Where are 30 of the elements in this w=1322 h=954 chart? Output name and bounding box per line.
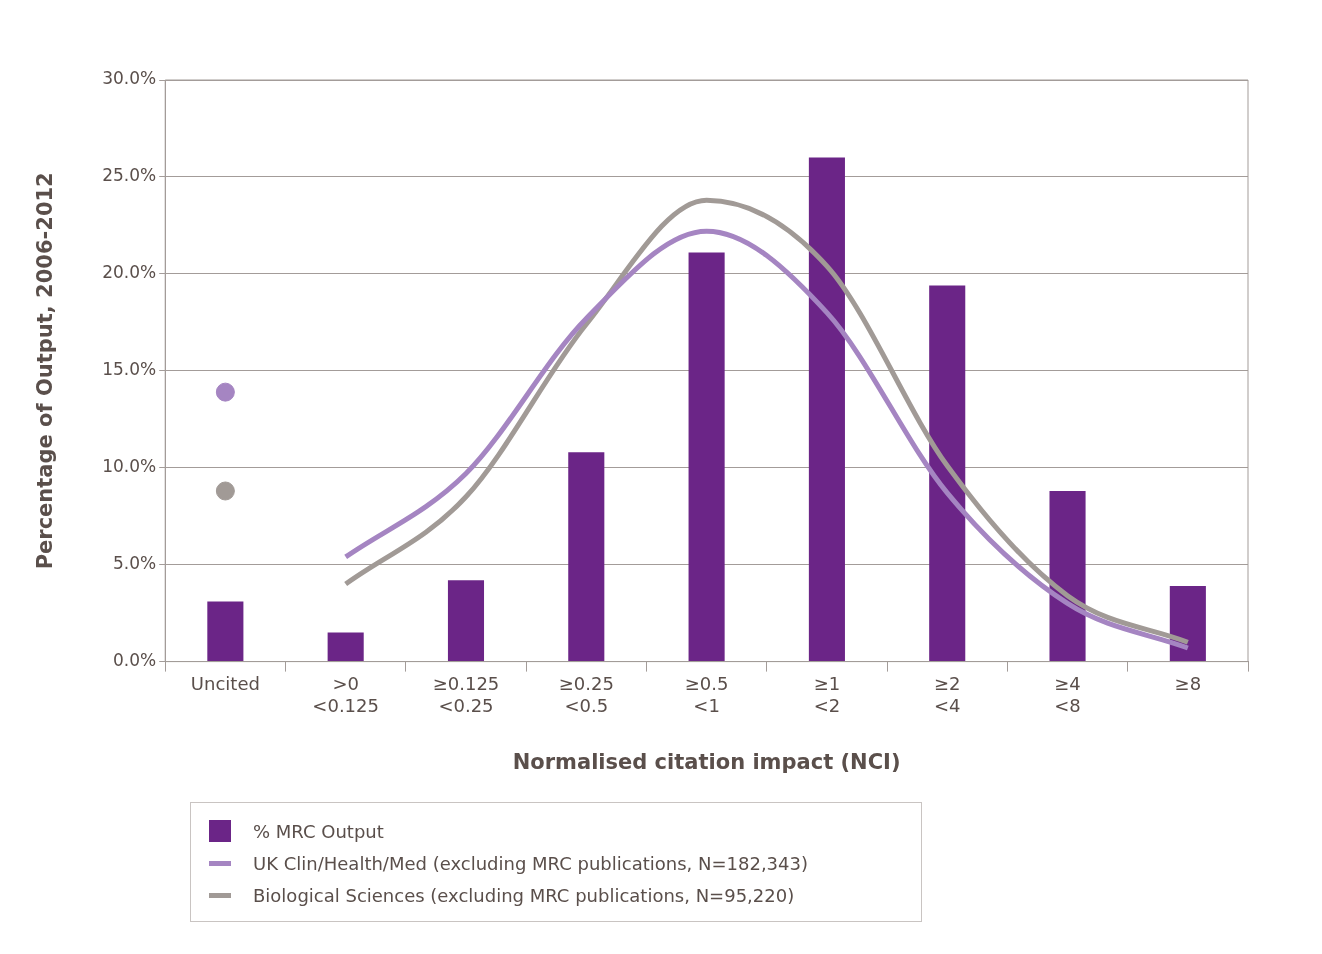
y-tick-label: 25.0% — [102, 165, 157, 186]
legend-label: % MRC Output — [253, 820, 384, 842]
legend-label: Biological Sciences (excluding MRC publications, N=95,220) — [253, 884, 795, 906]
x-tick-label: ≥1 <2 — [813, 673, 841, 716]
x-axis-title: Normalised citation impact (NCI) — [512, 749, 901, 774]
y-tick-label: 0.0% — [113, 650, 157, 671]
x-tick-label: ≥0.125 <0.25 — [432, 673, 500, 716]
y-tick-label: 30.0% — [102, 68, 157, 89]
bar — [568, 452, 605, 662]
bar — [1049, 491, 1086, 662]
x-tick-label: ≥2 <4 — [933, 673, 961, 716]
bar — [688, 252, 725, 662]
y-tick-label: 5.0% — [113, 553, 157, 574]
bar — [929, 285, 966, 662]
legend-label: UK Clin/Health/Med (excluding MRC publications, N=182,343) — [253, 852, 808, 874]
y-tick-label: 10.0% — [102, 456, 157, 477]
bar — [808, 157, 845, 662]
bar — [207, 601, 244, 662]
bar — [327, 632, 364, 662]
x-tick-label: ≥0.25 <0.5 — [558, 673, 614, 716]
y-tick-label: 15.0% — [102, 359, 157, 380]
y-axis-title: Percentage of Output, 2006-2012 — [33, 172, 58, 570]
y-tick-label: 20.0% — [102, 262, 157, 283]
x-tick-label: ≥4 <8 — [1054, 673, 1081, 716]
bar — [447, 580, 485, 662]
x-tick-label: Uncited — [190, 673, 260, 695]
x-tick-label: ≥8 — [1174, 673, 1202, 695]
x-tick-label: >0 <0.125 — [312, 673, 379, 716]
bar — [1169, 585, 1206, 662]
x-tick-label: ≥0.5 <1 — [684, 673, 729, 716]
